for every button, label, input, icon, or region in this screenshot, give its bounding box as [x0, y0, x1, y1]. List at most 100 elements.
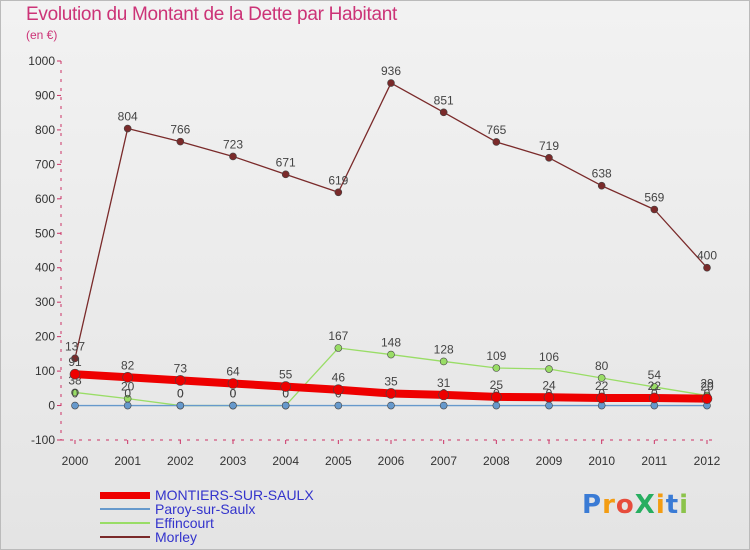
data-point — [439, 401, 448, 410]
data-label: 91 — [68, 355, 82, 369]
data-label: 35 — [384, 374, 398, 388]
data-label: 54 — [648, 368, 662, 382]
data-label: 851 — [434, 93, 454, 107]
data-point — [491, 391, 502, 403]
y-tick-label: 1000 — [28, 54, 55, 68]
legend-label: MONTIERS-SUR-SAULX — [155, 487, 314, 503]
data-label: 73 — [174, 361, 188, 375]
x-tick-label: 2004 — [272, 454, 299, 468]
data-point — [281, 401, 290, 410]
data-label: 55 — [279, 368, 293, 382]
data-label: 64 — [226, 364, 240, 378]
data-label: 80 — [595, 359, 609, 373]
data-point — [545, 401, 553, 410]
data-label: 569 — [644, 190, 664, 204]
data-point — [229, 401, 237, 410]
data-label: 719 — [539, 139, 559, 153]
data-label: 137 — [65, 339, 85, 353]
x-tick-label: 2010 — [588, 454, 615, 468]
data-label: 936 — [381, 64, 401, 78]
data-point — [333, 384, 344, 395]
data-label: 22 — [595, 379, 609, 393]
data-point — [123, 124, 132, 133]
x-tick-label: 2007 — [430, 454, 457, 468]
data-label: 0 — [230, 387, 237, 401]
logo-letter: r — [602, 490, 616, 520]
data-label: 25 — [490, 378, 504, 392]
x-tick-label: 2012 — [694, 454, 721, 468]
legend-label: Paroy-sur-Saulx — [155, 501, 256, 517]
data-point — [701, 393, 713, 404]
data-label: 619 — [328, 173, 348, 187]
data-point — [122, 371, 133, 383]
x-tick-label: 2002 — [167, 454, 194, 468]
logo-letter: i — [679, 490, 690, 520]
data-point — [229, 152, 237, 161]
data-label: 167 — [328, 329, 348, 343]
legend-swatch — [100, 522, 150, 524]
data-label: 0 — [282, 387, 289, 401]
data-point — [71, 354, 79, 363]
y-tick-label: 0 — [48, 399, 55, 413]
data-point — [596, 392, 607, 404]
data-label: 0 — [230, 387, 237, 401]
data-label: 0 — [282, 387, 289, 401]
chart-title: Evolution du Montant de la Dette par Hab… — [26, 4, 397, 25]
data-point — [545, 365, 553, 373]
data-point — [281, 170, 290, 179]
data-point — [543, 391, 555, 403]
data-label: 0 — [72, 387, 79, 401]
data-point — [385, 388, 397, 399]
data-label: 766 — [170, 123, 190, 137]
x-tick-label: 2011 — [641, 454, 667, 468]
y-tick-label: 600 — [35, 192, 55, 206]
data-label: 24 — [542, 378, 556, 392]
y-tick-label: 500 — [35, 226, 55, 240]
data-point — [597, 374, 606, 382]
x-tick-label: 2003 — [220, 454, 247, 468]
data-label: 109 — [486, 349, 506, 363]
data-point — [438, 389, 449, 401]
proxiti-logo: ProXiti — [582, 490, 689, 520]
data-point — [334, 401, 343, 410]
x-tick-label: 2009 — [536, 454, 563, 468]
data-point — [492, 138, 501, 146]
data-point — [334, 188, 343, 197]
data-point — [597, 181, 606, 190]
data-point — [175, 375, 186, 386]
chart-unit-label: (en €) — [26, 28, 58, 42]
data-label: 20 — [121, 380, 135, 394]
data-label: 128 — [434, 342, 454, 356]
x-tick-label: 2000 — [62, 454, 89, 468]
logo-letter: t — [665, 490, 680, 520]
data-label: 0 — [177, 387, 184, 401]
logo-letter: i — [655, 490, 666, 520]
data-label: 0 — [124, 387, 131, 401]
data-point — [492, 364, 501, 372]
data-point — [176, 137, 185, 146]
data-point — [545, 154, 553, 162]
data-point — [650, 383, 659, 391]
data-label: 638 — [592, 167, 612, 181]
legend-swatch — [100, 508, 150, 510]
logo-letter: P — [582, 490, 603, 520]
y-tick-label: 300 — [35, 295, 55, 309]
data-point — [71, 401, 79, 410]
legend-swatch — [100, 492, 150, 499]
y-tick-label: 200 — [35, 330, 55, 344]
data-point — [280, 381, 291, 392]
data-label: 22 — [648, 379, 662, 393]
data-point — [492, 401, 501, 410]
data-point — [649, 392, 660, 404]
data-point — [71, 388, 79, 397]
legend-label: Morley — [155, 529, 198, 545]
data-point — [439, 357, 448, 366]
logo-letter: X — [634, 490, 656, 520]
y-tick-label: 400 — [35, 261, 55, 275]
data-label: 723 — [223, 137, 243, 151]
data-point — [387, 350, 395, 359]
data-point — [69, 368, 81, 380]
data-point — [650, 205, 659, 214]
